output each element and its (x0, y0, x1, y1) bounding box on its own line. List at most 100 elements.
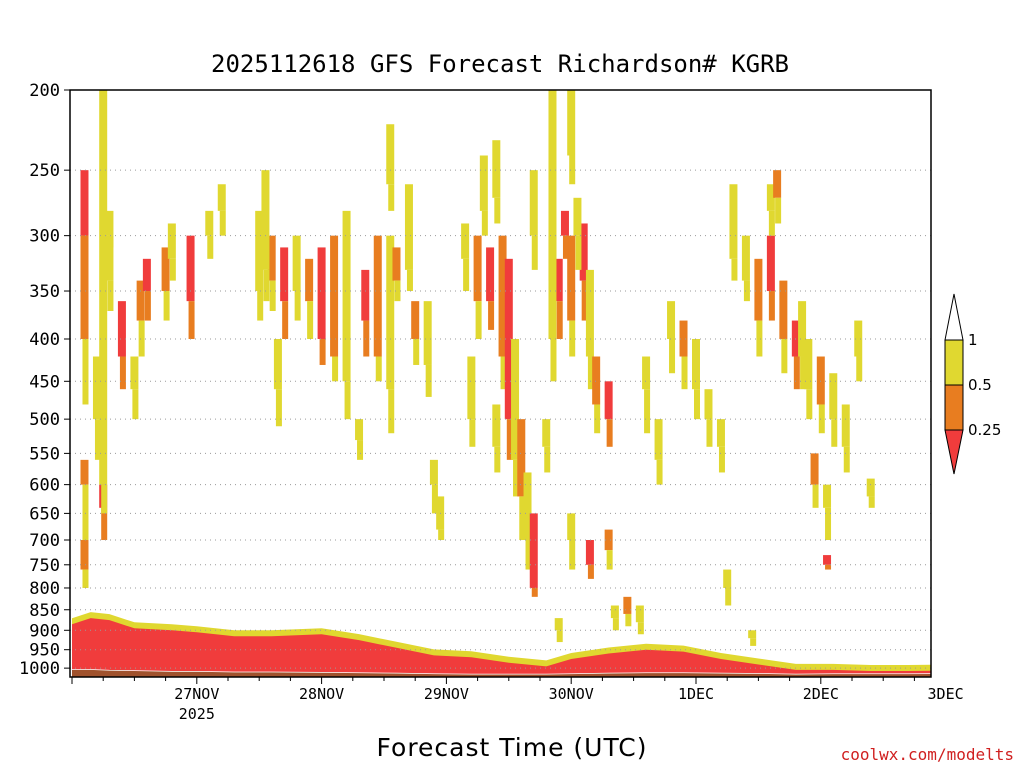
ri-cell (529, 513, 538, 588)
ri-cell (575, 235, 582, 270)
colorbar: 0.25 0.5 1 (944, 293, 1001, 475)
ri-cell (332, 356, 339, 382)
ri-cell (768, 291, 775, 321)
ri-cell (823, 484, 832, 508)
ri-cell (273, 338, 282, 390)
ri-cell (587, 564, 594, 579)
ri-cell (542, 419, 551, 447)
ri-cell (1010, 357, 1018, 390)
ri-cell (756, 320, 763, 357)
ri-cell (998, 211, 1006, 236)
x-tick-label: 29NOV (424, 685, 469, 703)
surface-stable-layer (72, 618, 931, 675)
ri-cell (375, 356, 382, 382)
ri-cell (612, 618, 619, 631)
x-tick-label: 2DEC (803, 685, 839, 703)
ri-cell (562, 235, 569, 259)
ri-cell (623, 596, 632, 614)
ri-cell (606, 419, 613, 447)
colorbar-label: 0.25 (968, 421, 1001, 439)
ri-cell (825, 564, 832, 570)
colorbar-label: 1 (968, 331, 978, 349)
ri-cell (492, 140, 501, 198)
ri-cell (1000, 236, 1006, 270)
ri-cell (592, 356, 601, 405)
site-credit: coolwx.com/modelts (840, 745, 1014, 764)
ri-cell (307, 301, 314, 339)
ri-cell (101, 484, 108, 514)
ri-cell (581, 280, 588, 321)
ri-cell (406, 269, 413, 292)
ri-cell (548, 90, 557, 339)
ri-cell (486, 247, 495, 302)
y-tick-label: 500 (29, 410, 60, 430)
ri-cell (467, 356, 476, 420)
ri-cell (692, 338, 700, 390)
ri-cell (498, 235, 507, 357)
ri-cell (793, 356, 800, 390)
surface-layer (72, 612, 931, 676)
ri-cell (219, 210, 226, 236)
ri-cell (841, 404, 850, 447)
year-label: 2025 (179, 705, 215, 723)
ri-cell (186, 235, 195, 302)
ri-cell (781, 338, 788, 374)
plot-frame (69, 89, 932, 678)
ri-cell (207, 235, 214, 259)
ri-cell (606, 550, 613, 570)
ri-cell (105, 235, 114, 281)
ri-cell (1016, 211, 1024, 259)
ri-cell (585, 540, 594, 565)
y-tick-label: 1000 (19, 659, 60, 679)
ri-cell (92, 356, 101, 420)
ri-cell (269, 280, 276, 311)
ri-cell (854, 320, 863, 357)
ri-cell (136, 280, 145, 321)
ri-cell (573, 197, 582, 236)
ri-cell (823, 555, 832, 565)
ri-cell (969, 281, 975, 311)
ri-cell (119, 356, 126, 390)
ri-cell (604, 529, 613, 551)
ri-cell (523, 472, 532, 541)
grid-lines (70, 169, 931, 669)
ri-cell (99, 90, 108, 485)
ri-cell (438, 529, 445, 541)
ri-cell (816, 356, 825, 405)
ri-cell (500, 356, 507, 390)
ri-cell (829, 373, 838, 420)
ri-cell (723, 569, 732, 588)
ri-cell (779, 280, 788, 339)
ri-cell (981, 259, 987, 281)
ri-cell (681, 356, 688, 390)
ri-cell (825, 507, 832, 541)
ri-cell (731, 258, 738, 281)
ri-cell (644, 389, 651, 434)
ri-cell (1000, 357, 1006, 390)
y-tick-label: 250 (29, 161, 60, 181)
ri-cell (773, 170, 782, 198)
ri-cell (506, 419, 513, 460)
ri-cell (132, 389, 139, 420)
ri-cell (567, 235, 576, 321)
ri-cell (82, 569, 89, 588)
ri-cell (654, 419, 663, 460)
x-tick-label: 27NOV (174, 685, 219, 703)
ri-cell (856, 356, 863, 382)
ri-cell (866, 478, 875, 497)
y-tick-label: 950 (29, 641, 60, 661)
ri-cell (138, 320, 145, 357)
ri-cell (461, 223, 470, 259)
ri-cell (161, 247, 170, 292)
ri-cell (404, 184, 413, 270)
ri-cell (954, 259, 962, 301)
ri-cell (741, 235, 750, 281)
ri-cell (718, 446, 725, 473)
ri-cell (431, 484, 438, 514)
ri-cell (806, 389, 813, 420)
ri-cell (257, 291, 264, 321)
ri-cell (694, 389, 700, 420)
ri-cell (80, 235, 89, 339)
ri-cell (386, 235, 395, 390)
ri-cell (704, 389, 713, 420)
